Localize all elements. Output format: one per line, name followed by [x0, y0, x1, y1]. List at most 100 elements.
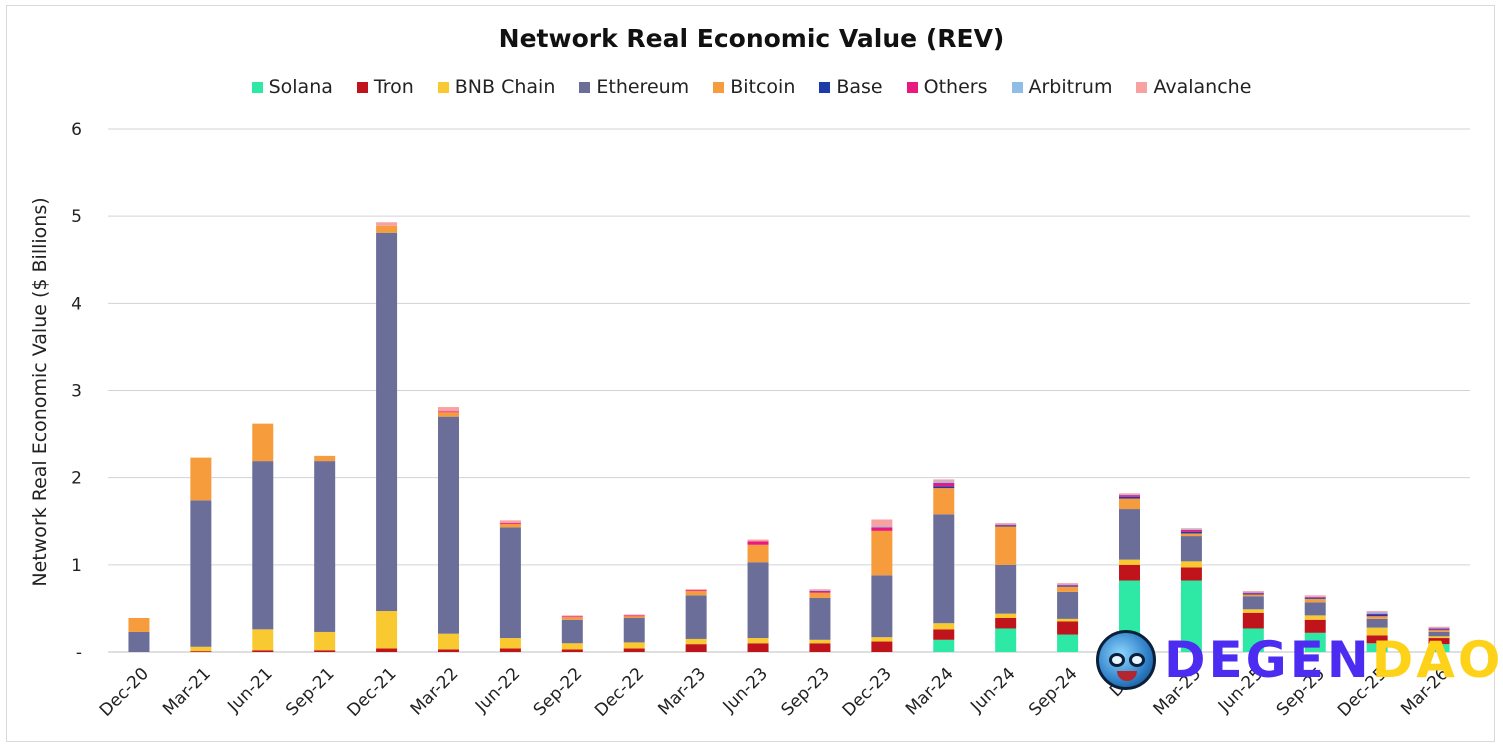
bar-segment [933, 623, 955, 630]
bar-segment [623, 618, 645, 643]
bar-segment [1304, 619, 1326, 633]
bar-segment [1057, 584, 1079, 586]
bar-segment [1242, 593, 1264, 595]
bar-segment [438, 633, 459, 650]
legend-swatch [713, 81, 725, 93]
bar-segment [623, 648, 645, 652]
bar-segment [1180, 529, 1202, 530]
bar-segment [1057, 585, 1079, 587]
bar-segment [1242, 591, 1264, 593]
bar-segment [1304, 596, 1326, 598]
bar-segment [499, 527, 521, 639]
bar-segment [871, 519, 893, 527]
legend-label: Solana [268, 76, 333, 98]
y-tick-label: 4 [71, 294, 82, 314]
bar-segment [933, 482, 955, 487]
legend-swatch [579, 81, 591, 93]
bar-segment [252, 650, 274, 652]
bar-segment [1428, 627, 1450, 629]
legend-label: Bitcoin [730, 76, 796, 98]
bar-segment [685, 590, 707, 596]
bar-segment [1180, 533, 1202, 537]
chart-legend: Solana Tron BNB Chain Ethereum Bitcoin Base Ot… [0, 76, 1503, 98]
bar-segment [561, 615, 583, 617]
bar-segment [1180, 567, 1202, 581]
bar-segment [499, 520, 521, 523]
bar-segment [871, 527, 893, 531]
x-tick-label: Sep-21 [282, 664, 338, 720]
bar-segment [933, 639, 955, 652]
x-tick-label: Dec-23 [839, 664, 896, 721]
legend-label: Others [923, 76, 988, 98]
bar-segment [747, 638, 769, 644]
x-tick-label: Dec-20 [96, 664, 153, 721]
bar-segment [933, 629, 955, 640]
bar-segment [685, 595, 707, 639]
bar-segment [871, 641, 893, 652]
bar-segment [1366, 611, 1388, 614]
bar-segment [747, 643, 769, 652]
bar-segment [314, 455, 336, 462]
bar-segment [1180, 561, 1202, 568]
x-tick-label: Dec-22 [591, 664, 648, 721]
bar-segment [252, 423, 274, 462]
bar-segment [499, 638, 521, 649]
bar-segment [995, 613, 1017, 619]
bar-segment [438, 649, 459, 652]
bar-segment [252, 461, 274, 630]
mascot-logo-icon [1096, 630, 1156, 690]
legend-label: Avalanche [1153, 76, 1252, 98]
legend-label: Arbitrum [1028, 76, 1113, 98]
bar-segment [376, 648, 398, 652]
bar-segment [1119, 559, 1140, 565]
bar-segment [376, 611, 398, 649]
bar-segment [809, 639, 831, 644]
y-tick-label: 5 [71, 207, 82, 227]
legend-item: Arbitrum [1011, 76, 1113, 98]
legend-item: Tron [356, 76, 414, 98]
legend-item: Ethereum [579, 76, 689, 98]
bar-segment [1180, 536, 1202, 562]
bar-segment [1180, 580, 1202, 652]
bar-segment [995, 525, 1017, 527]
bar-segment [995, 522, 1017, 524]
x-tick-label: Jun-22 [471, 664, 524, 717]
bar-segment [376, 222, 398, 226]
bar-segment [1119, 496, 1140, 499]
bar-segment [499, 523, 521, 528]
bar-segment [623, 642, 645, 649]
bar-segment [1428, 629, 1450, 631]
bar-segment [1119, 564, 1140, 581]
bar-segment [871, 526, 893, 528]
x-tick-label: Sep-24 [1025, 664, 1081, 720]
bar-segment [314, 631, 336, 651]
x-tick-label: Sep-22 [530, 664, 586, 720]
x-tick-label: Dec-21 [343, 664, 400, 721]
legend-swatch [1011, 81, 1023, 93]
y-tick-label: 2 [71, 469, 82, 489]
legend-item: Solana [251, 76, 333, 98]
bar-segment [1366, 627, 1388, 636]
legend-item: Others [906, 76, 988, 98]
bar-segment [1057, 584, 1079, 585]
bar-segment [1057, 634, 1079, 652]
bar-segment [499, 522, 521, 524]
legend-label: Ethereum [596, 76, 690, 98]
bar-segment [1428, 628, 1450, 630]
bar-segment [809, 597, 831, 640]
bar-segment [190, 651, 212, 652]
bar-segment [561, 619, 583, 644]
bar-segment [1057, 583, 1079, 585]
watermark-text: DEGENDAO! [1164, 631, 1503, 689]
legend-swatch [1136, 81, 1148, 93]
bar-segment [623, 615, 645, 617]
bar-segment [1242, 596, 1264, 610]
bar-segment [438, 407, 459, 412]
bar-segment [1366, 616, 1388, 619]
bar-segment [499, 648, 521, 652]
bar-segment [809, 590, 831, 591]
y-tick-label: 3 [71, 382, 82, 402]
legend-label: BNB Chain [454, 76, 556, 98]
x-tick-label: Jun-21 [223, 664, 276, 717]
